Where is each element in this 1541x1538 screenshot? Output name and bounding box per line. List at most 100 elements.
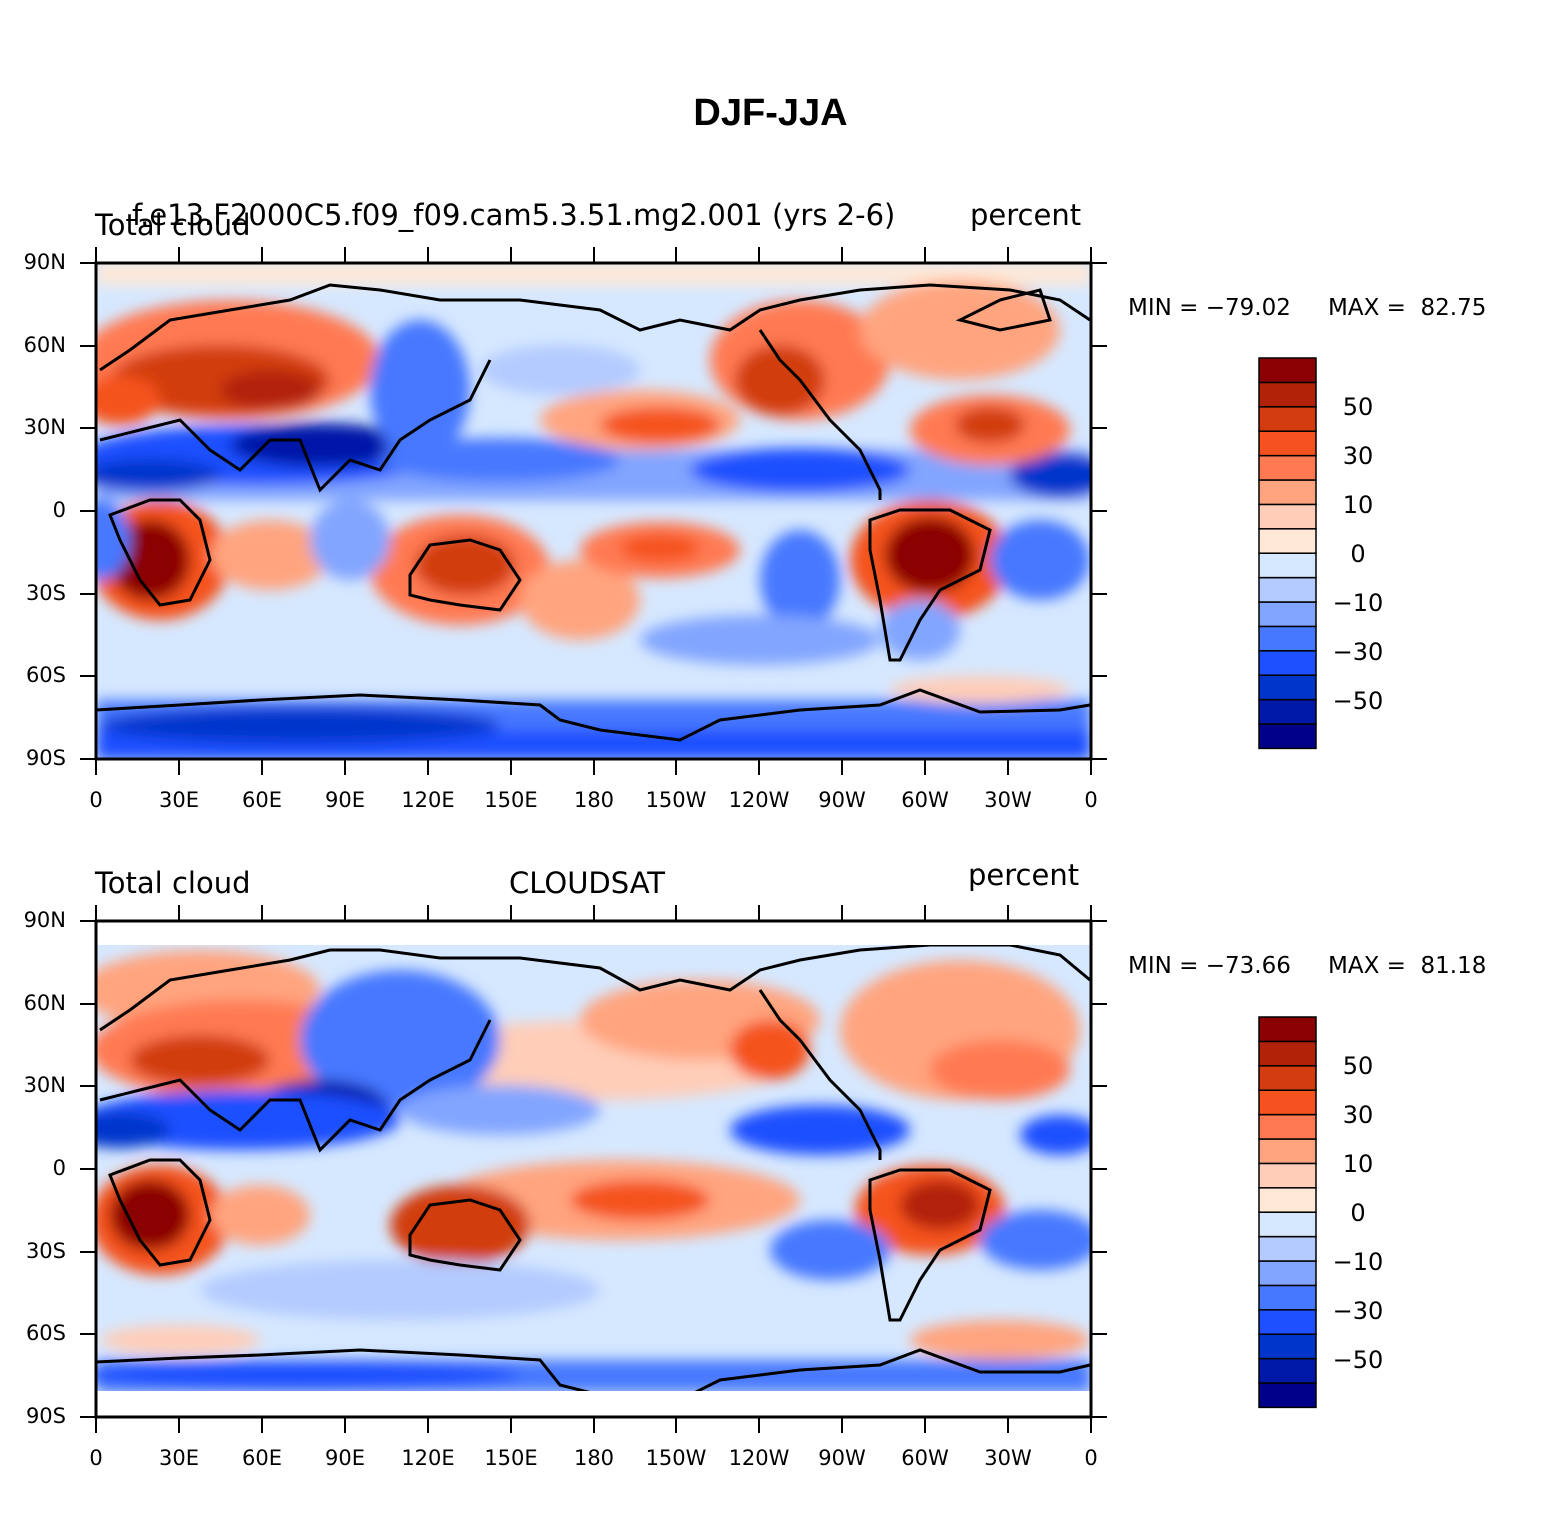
colorbar-swatch <box>1258 625 1317 652</box>
colorbar-swatch <box>1258 576 1317 603</box>
lat-label: 0 <box>52 1156 66 1180</box>
lon-label: 180 <box>573 788 615 812</box>
lon-label: 90E <box>325 788 365 812</box>
max-value: MAX = 82.75 <box>1328 295 1487 321</box>
colorbar-label: 30 <box>1342 1101 1374 1129</box>
colorbar-swatch <box>1258 1016 1317 1043</box>
colorbar-label: 10 <box>1342 491 1374 519</box>
colorbar-swatch <box>1258 1235 1317 1262</box>
lon-label: 120W <box>728 788 790 812</box>
lat-label: 60N <box>23 991 66 1015</box>
colorbar-swatch <box>1258 406 1317 432</box>
colorbar-label: 50 <box>1342 393 1374 421</box>
axis-ticks <box>80 247 1107 775</box>
colorbar-swatch <box>1258 1260 1317 1287</box>
lon-label: 60E <box>242 1446 282 1470</box>
coastlines <box>96 283 1091 742</box>
colorbar <box>1258 357 1317 750</box>
lon-label: 150E <box>484 788 538 812</box>
lon-label: 60E <box>242 788 282 812</box>
colorbar-label: −10 <box>1332 589 1384 617</box>
panel-center-label: f.e13.F2000C5.f09_f09.cam5.3.51.mg2.001 … <box>132 198 896 232</box>
lon-label: 150W <box>645 1446 707 1470</box>
colorbar-swatch <box>1258 454 1317 481</box>
lat-label: 90S <box>25 1404 66 1428</box>
figure-title: DJF-JJA <box>693 92 848 134</box>
colorbar-swatch <box>1258 552 1317 579</box>
colorbar-swatch <box>1258 1382 1317 1409</box>
coastlines <box>96 945 1091 1391</box>
panel-units-label: percent <box>970 198 1082 232</box>
colorbar-swatch <box>1258 698 1317 725</box>
lat-label: 90S <box>25 746 66 770</box>
colorbar-swatch <box>1258 479 1317 506</box>
lon-label: 150W <box>645 788 707 812</box>
panel-center-label: CLOUDSAT <box>509 866 666 900</box>
colorbar-swatch <box>1258 1211 1317 1238</box>
lat-label: 30N <box>23 415 66 439</box>
max-value: MAX = 81.18 <box>1328 953 1487 979</box>
colorbar-swatch <box>1258 1187 1317 1213</box>
colorbar-swatch <box>1258 650 1317 676</box>
panel-left-label: Total cloud <box>95 866 251 900</box>
lat-label: 60N <box>23 333 66 357</box>
lat-label: 90N <box>23 908 66 932</box>
lon-label: 0 <box>1084 788 1098 812</box>
lat-label: 60S <box>25 663 66 687</box>
lon-label: 60W <box>901 788 949 812</box>
lon-label: 120E <box>401 1446 455 1470</box>
colorbar-swatch <box>1258 1089 1317 1116</box>
lon-label: 180 <box>573 1446 615 1470</box>
lon-label: 60W <box>901 1446 949 1470</box>
contour-field <box>96 263 1091 759</box>
lon-label: 120E <box>401 788 455 812</box>
colorbar-swatch <box>1258 1333 1317 1360</box>
min-value: MIN = −79.02 <box>1128 295 1291 321</box>
colorbar-swatch <box>1258 674 1317 701</box>
colorbar-swatch <box>1258 1138 1317 1165</box>
colorbar-swatch <box>1258 430 1317 457</box>
colorbar-label: 10 <box>1342 1150 1374 1178</box>
lon-label: 90W <box>818 788 866 812</box>
lon-label: 90E <box>325 1446 365 1470</box>
lon-label: 120W <box>728 1446 790 1470</box>
lon-label: 0 <box>89 788 103 812</box>
colorbar-swatch <box>1258 381 1317 408</box>
lon-label: 90W <box>818 1446 866 1470</box>
colorbar-swatch <box>1258 1065 1317 1091</box>
lat-label: 30S <box>25 1239 66 1263</box>
colorbar-label: −50 <box>1332 687 1384 715</box>
lon-label: 30E <box>159 788 199 812</box>
colorbar-label: 0 <box>1350 540 1366 568</box>
colorbar-swatch <box>1258 528 1317 554</box>
map-frame <box>94 261 1093 761</box>
lat-label: 30N <box>23 1073 66 1097</box>
colorbar-swatch <box>1258 503 1317 530</box>
colorbar-swatch <box>1258 357 1317 384</box>
map-frame <box>94 919 1093 1419</box>
colorbar-swatch <box>1258 1309 1317 1335</box>
lat-label: 30S <box>25 581 66 605</box>
colorbar-label: 0 <box>1350 1199 1366 1227</box>
colorbar-swatch <box>1258 723 1317 750</box>
lon-label: 0 <box>89 1446 103 1470</box>
colorbar-swatch <box>1258 1113 1317 1140</box>
lon-label: 150E <box>484 1446 538 1470</box>
colorbar-swatch <box>1258 1284 1317 1311</box>
contour-field <box>96 945 1091 1391</box>
colorbar-label: −50 <box>1332 1346 1384 1374</box>
colorbar-swatch <box>1258 1162 1317 1189</box>
colorbar-label: −30 <box>1332 1297 1384 1325</box>
lat-label: 60S <box>25 1321 66 1345</box>
lon-label: 30E <box>159 1446 199 1470</box>
lat-label: 90N <box>23 250 66 274</box>
colorbar-label: −30 <box>1332 638 1384 666</box>
colorbar-label: −10 <box>1332 1248 1384 1276</box>
panel-left-label: Total cloud <box>95 208 251 242</box>
lon-label: 30W <box>984 788 1032 812</box>
lon-label: 30W <box>984 1446 1032 1470</box>
lat-label: 0 <box>52 498 66 522</box>
colorbar-label: 50 <box>1342 1052 1374 1080</box>
colorbar-label: 30 <box>1342 442 1374 470</box>
colorbar <box>1258 1016 1317 1409</box>
